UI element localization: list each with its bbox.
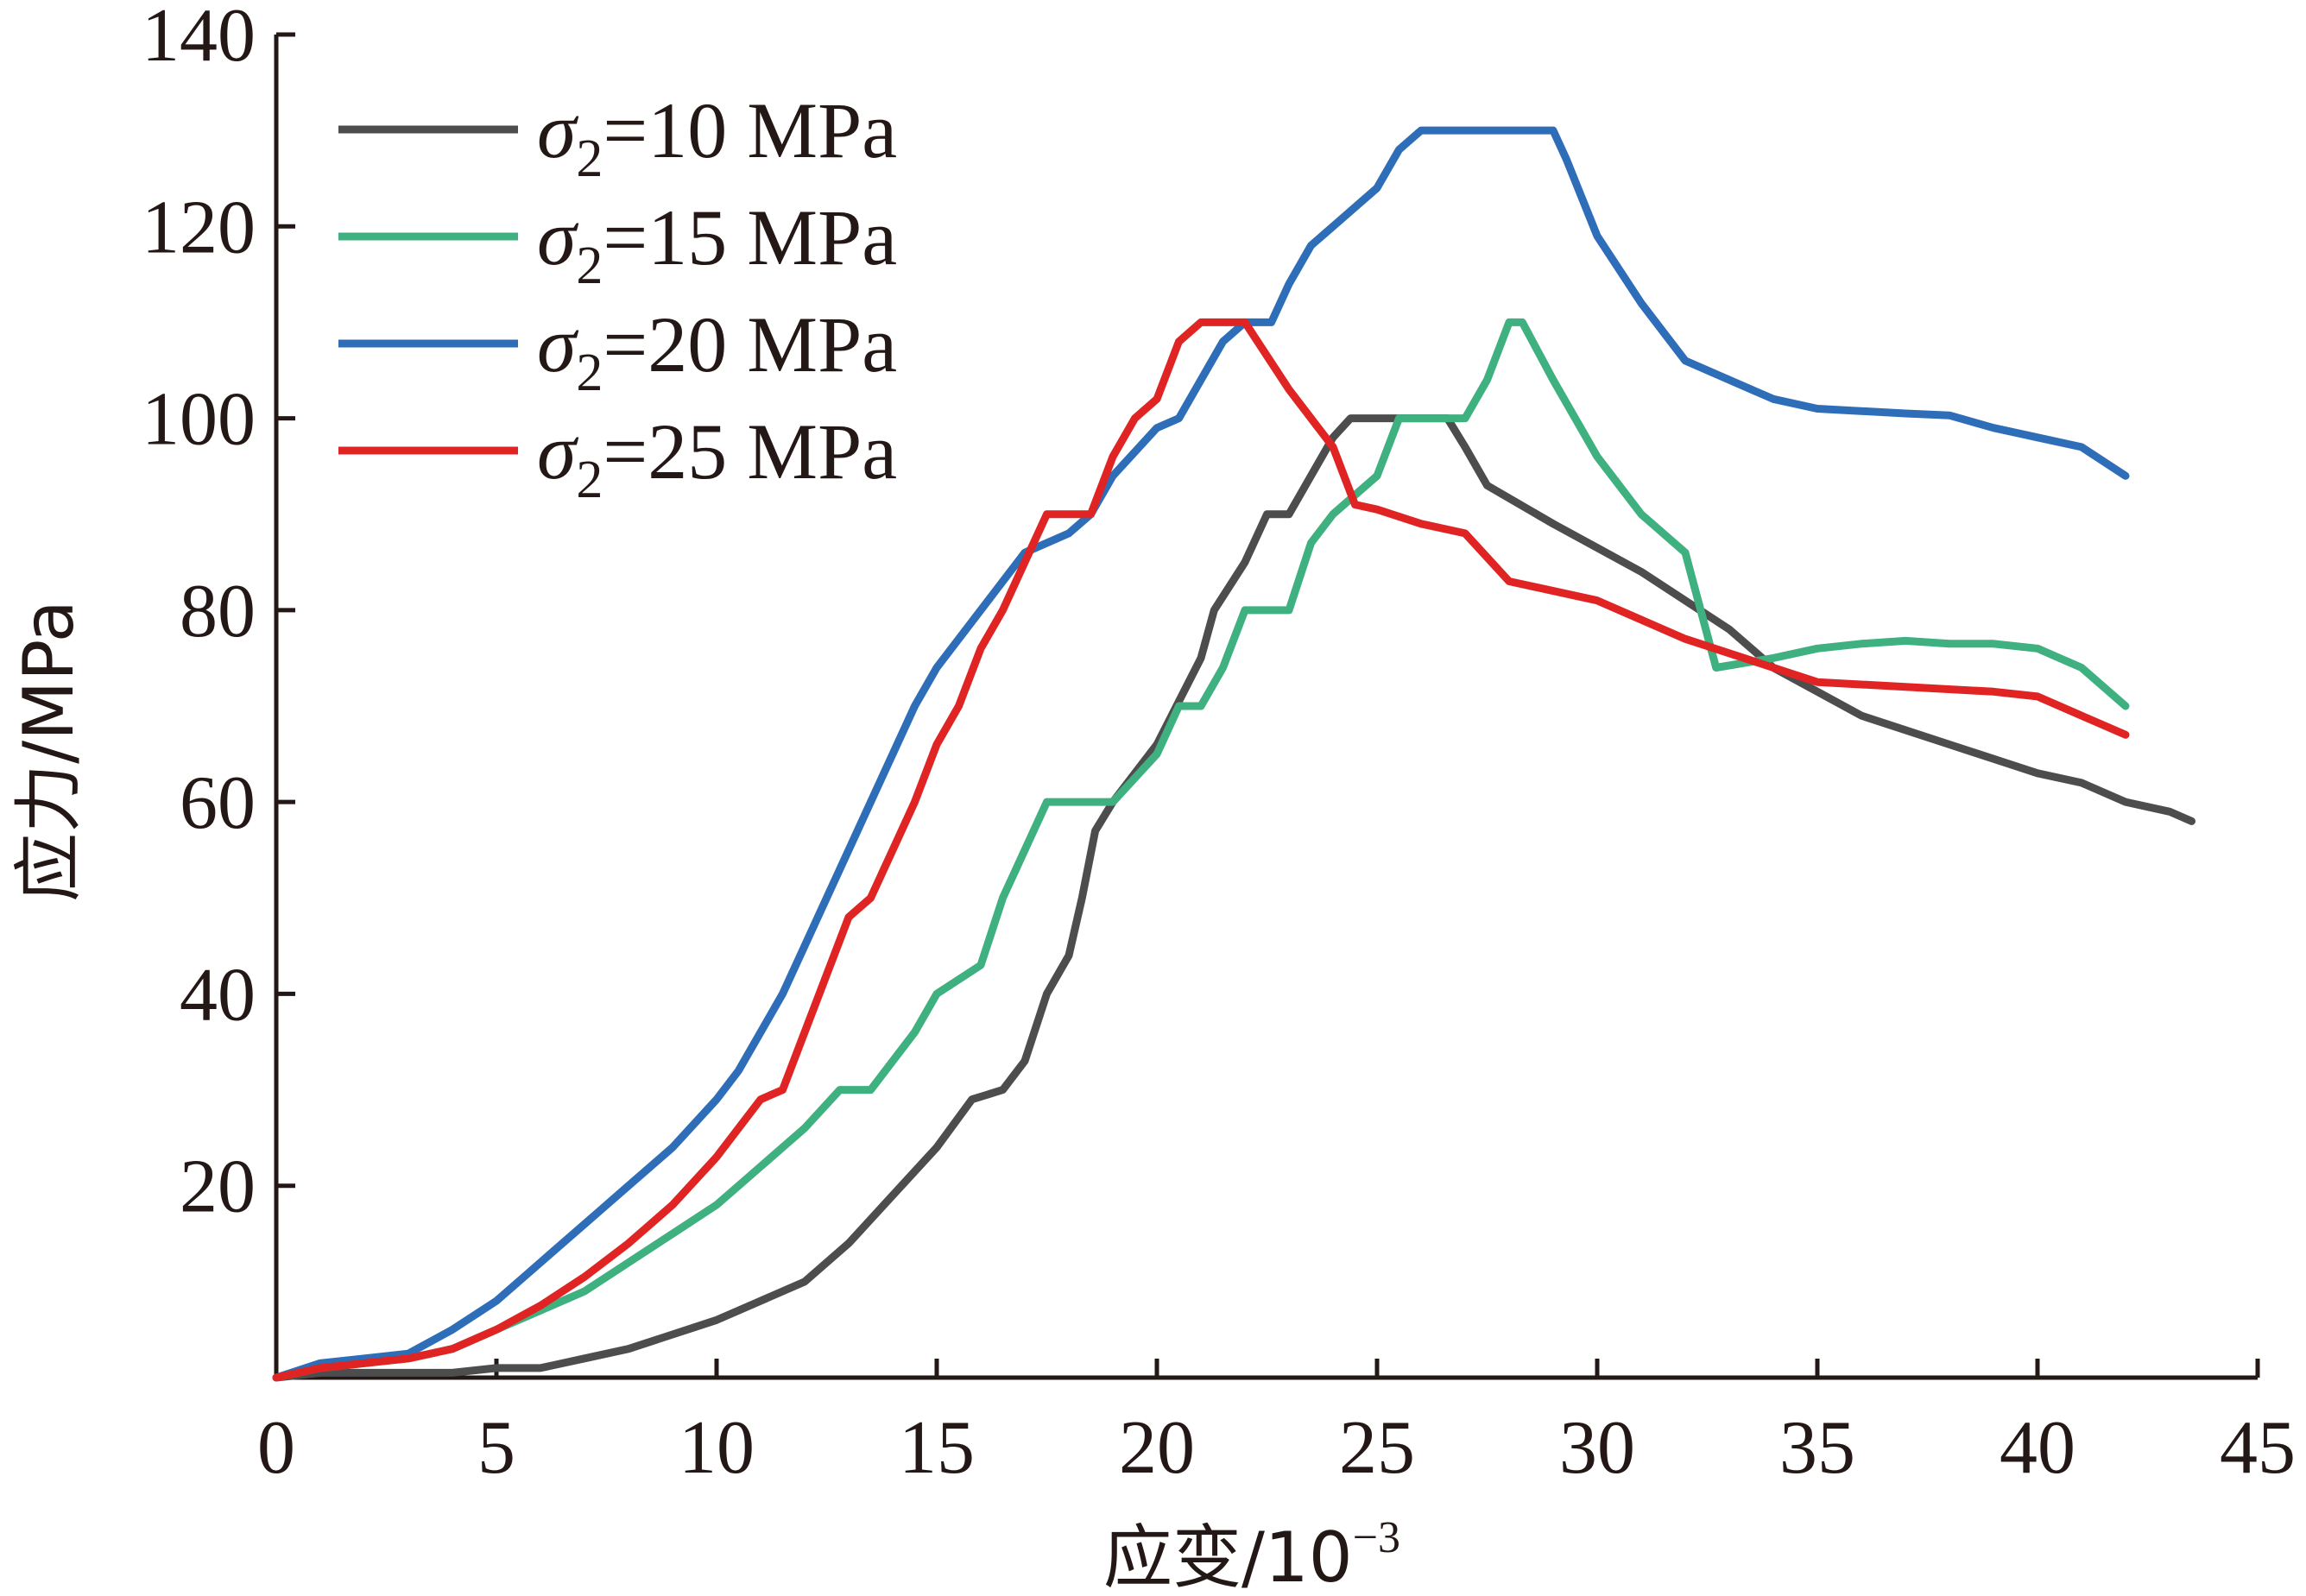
series-layer: [272, 126, 2195, 1382]
x-tick-label: 20: [1119, 1406, 1195, 1490]
legend-label-1: σ2=10 MPa: [537, 86, 897, 188]
series-line-3: [272, 126, 2130, 1382]
legend-symbol: σ: [537, 86, 579, 174]
legend-symbol: σ: [537, 300, 579, 388]
legend-subscript: 2: [576, 237, 603, 295]
axes: 0 5 10 15 20 25 30 35 40 45 20 40 60 80 100 120 140: [142, 0, 2296, 1490]
y-tick-label: 60: [180, 761, 256, 845]
x-axis-title-text: 应变/10: [1103, 1517, 1353, 1596]
y-tick-label: 100: [142, 378, 256, 462]
y-tick-label: 20: [180, 1145, 256, 1229]
legend-label-4: σ2=25 MPa: [537, 407, 897, 509]
x-tick-label: 45: [2220, 1406, 2296, 1490]
legend-subscript: 2: [576, 344, 603, 402]
series-line-2: [272, 318, 2130, 1382]
legend-label-2: σ2=15 MPa: [537, 193, 897, 295]
legend-value: =25 MPa: [603, 407, 897, 495]
legend-symbol: σ: [537, 407, 579, 495]
x-tick-label: 5: [477, 1406, 515, 1490]
x-tick-label: 15: [899, 1406, 975, 1490]
legend-subscript: 2: [576, 129, 603, 188]
x-tick-label: 10: [679, 1406, 755, 1490]
legend-value: =20 MPa: [603, 300, 897, 388]
legend-symbol: σ: [537, 193, 579, 281]
series-line-4: [272, 318, 2130, 1382]
x-tick-label: 0: [257, 1406, 295, 1490]
legend-subscript: 2: [576, 451, 603, 509]
x-tick-label: 40: [2000, 1406, 2075, 1490]
legend-label-3: σ2=20 MPa: [537, 300, 897, 402]
series-line-1: [272, 414, 2195, 1382]
x-axis-title-exponent: −3: [1353, 1513, 1400, 1562]
x-axis-title: 应变/10−3: [1103, 1513, 1400, 1596]
legend-value: =10 MPa: [603, 86, 897, 174]
legend-value: =15 MPa: [603, 193, 897, 281]
x-tick-label: 30: [1559, 1406, 1635, 1490]
y-tick-label: 120: [142, 186, 256, 269]
y-tick-label: 40: [180, 953, 256, 1037]
y-tick-label: 140: [142, 0, 256, 78]
y-tick-label: 80: [180, 570, 256, 653]
y-axis-title: 应力/MPa: [9, 600, 89, 902]
x-tick-label: 35: [1779, 1406, 1855, 1490]
x-tick-label: 25: [1339, 1406, 1415, 1490]
